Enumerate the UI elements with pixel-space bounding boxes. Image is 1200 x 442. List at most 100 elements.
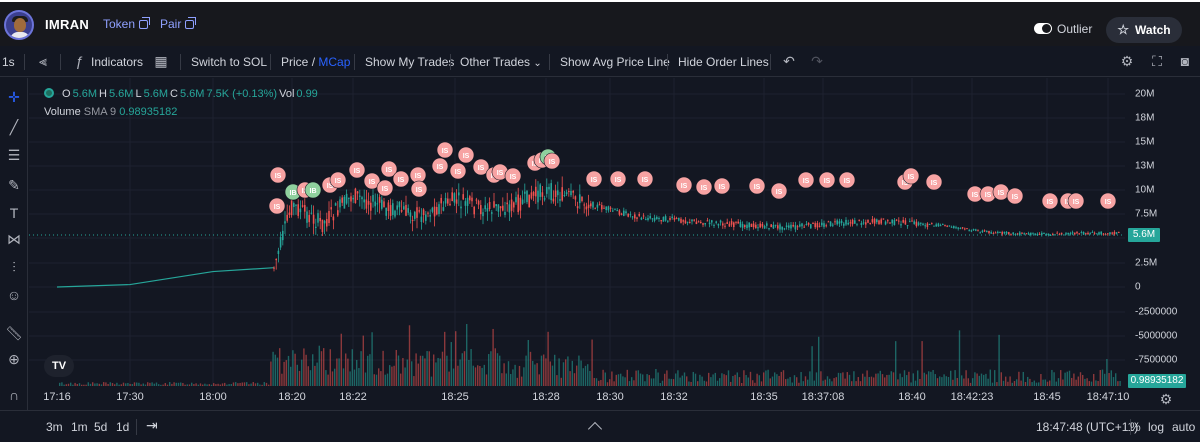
redo-icon[interactable]: ↷	[811, 53, 823, 69]
volume-bar	[1060, 370, 1062, 386]
chart-pane[interactable]: IS IB IS IB IS IS IS IS IS IS IS IS IS IS IS IS IS IS IS IS…	[29, 78, 1200, 410]
camera-icon[interactable]: ◙	[1180, 53, 1190, 69]
percent-toggle[interactable]: %	[1130, 420, 1141, 434]
settings-gear-icon[interactable]: ⚙	[1120, 53, 1134, 69]
fullscreen-icon[interactable]: ⛶	[1152, 53, 1162, 69]
volume-bar	[571, 360, 573, 386]
volume-bar	[193, 384, 195, 386]
time-axis-label: 18:45	[1033, 391, 1061, 403]
outlier-toggle[interactable]	[1034, 23, 1052, 34]
candles-icon[interactable]: ⫷	[39, 53, 47, 69]
candle-body	[818, 225, 821, 227]
candle-body	[1113, 231, 1116, 235]
candle-body	[983, 230, 986, 232]
volume-bar	[716, 380, 719, 386]
time-axis[interactable]: 17:16 17:30 18:00 18:20 18:22 18:25 18:28 18:30…	[29, 388, 1129, 406]
crosshair-icon[interactable]: ✛	[8, 89, 20, 105]
candle-body	[931, 223, 933, 225]
axis-settings-icon[interactable]: ⚙	[1159, 391, 1173, 407]
text-tool-icon[interactable]: T	[9, 205, 19, 221]
candle-body	[447, 198, 449, 204]
range-5d[interactable]: 5d	[94, 420, 108, 434]
candle-body	[389, 205, 392, 216]
magnet-icon[interactable]: ∩	[8, 387, 20, 403]
volume-bar	[765, 370, 767, 386]
tradingview-logo[interactable]: TV	[44, 355, 74, 377]
clock-label[interactable]: 18:47:48 (UTC+11)	[1036, 420, 1139, 434]
time-axis-label: 18:32	[660, 391, 688, 403]
show-my-trades-button[interactable]: Show My Trades	[365, 55, 455, 69]
volume-bar	[433, 354, 435, 386]
hide-order-lines-button[interactable]: Hide Order Lines	[678, 55, 769, 69]
volume-bar	[149, 382, 151, 386]
date-range-icon[interactable]: ⇥	[146, 417, 158, 433]
layouts-icon[interactable]: ▦	[154, 53, 168, 69]
trend-line-icon[interactable]: ╱	[9, 119, 19, 135]
candle-body	[669, 217, 671, 220]
candle-body	[458, 192, 460, 196]
volume-bar	[408, 325, 411, 386]
volume-bar	[723, 374, 725, 386]
watch-button[interactable]: ☆ Watch	[1106, 17, 1182, 43]
volume-bar	[996, 382, 998, 386]
candle-body	[1076, 232, 1078, 234]
indicators-icon[interactable]: ƒ	[75, 53, 83, 69]
candle-body	[664, 216, 667, 221]
log-toggle[interactable]: log	[1148, 420, 1165, 434]
candle-body	[484, 205, 486, 210]
volume-bar	[287, 355, 290, 386]
candle-body	[825, 225, 827, 227]
range-3m[interactable]: 3m	[46, 420, 63, 434]
volume-bar	[94, 383, 96, 386]
trade-marker-label: IS	[415, 173, 422, 180]
candle-body	[763, 226, 766, 229]
candle-body	[394, 210, 396, 217]
candle-body	[759, 223, 761, 228]
switch-to-sol-button[interactable]: Switch to SOL	[191, 55, 268, 69]
range-1d[interactable]: 1d	[116, 420, 130, 434]
volume-bar	[83, 384, 85, 386]
toolbar-divider	[667, 54, 668, 70]
series-visibility-icon[interactable]	[44, 88, 54, 98]
brush-icon[interactable]: ✎	[8, 177, 20, 193]
candle-body	[464, 201, 467, 206]
zoom-in-icon[interactable]: ⊕	[8, 351, 20, 367]
pair-copy-button[interactable]: Pair	[160, 16, 197, 31]
fib-retracement-icon[interactable]: ☰	[7, 147, 21, 163]
auto-toggle[interactable]: auto	[1172, 420, 1196, 434]
candle-body	[565, 192, 568, 195]
candle-body	[792, 224, 794, 227]
candle-body	[392, 203, 394, 215]
pattern-icon[interactable]: ⋈	[7, 231, 21, 247]
trade-marker-label: IS	[681, 183, 688, 190]
volume-bar	[1090, 381, 1093, 386]
volume-bar	[604, 372, 606, 386]
interval-button[interactable]: 1s	[2, 55, 15, 69]
volume-bar	[1077, 376, 1079, 386]
ruler-icon[interactable]: 📏︎	[5, 325, 23, 341]
price-axis-tick: -2500000	[1135, 306, 1178, 318]
other-trades-dropdown[interactable]: Other Trades ⌄	[460, 55, 542, 69]
candle-body	[383, 201, 385, 208]
price-chart[interactable]: IS IB IS IB IS IS IS IS IS IS IS IS IS IS IS IS IS IS IS IS…	[29, 78, 1200, 410]
token-copy-button[interactable]: Token	[103, 16, 151, 31]
range-1m[interactable]: 1m	[71, 420, 88, 434]
candle-body	[876, 219, 878, 223]
volume-bar	[428, 351, 430, 386]
volume-bar	[738, 377, 741, 386]
candle-body	[583, 204, 585, 206]
avatar[interactable]	[4, 10, 34, 40]
show-avg-price-line-button[interactable]: Show Avg Price Line	[560, 55, 670, 69]
candle-body	[625, 211, 627, 214]
volume-bar	[952, 379, 954, 386]
undo-icon[interactable]: ↶	[783, 53, 795, 69]
candle-body	[288, 212, 291, 215]
candle-body	[306, 211, 308, 223]
time-axis-label: 18:40	[898, 391, 926, 403]
price-mcap-toggle[interactable]: Price / MCap	[281, 55, 350, 69]
indicators-button[interactable]: Indicators	[91, 55, 144, 69]
emoji-icon[interactable]: ☺	[6, 287, 22, 303]
volume-bar	[903, 370, 906, 386]
sell-trade-marker	[838, 171, 856, 189]
prediction-icon[interactable]: ⫶	[12, 259, 16, 275]
